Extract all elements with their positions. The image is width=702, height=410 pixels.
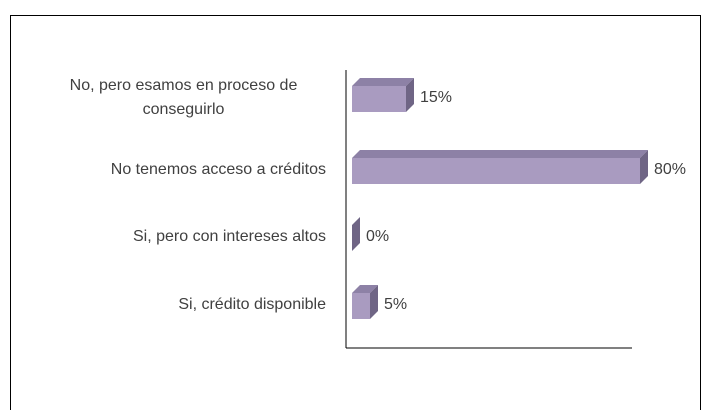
bar-side (370, 285, 378, 319)
chart-border (10, 15, 701, 410)
category-label: Si, pero con intereses altos (36, 197, 326, 277)
bar-side (352, 217, 360, 251)
bar-front (352, 293, 370, 319)
value-label: 0% (366, 228, 390, 245)
bar-side (406, 78, 414, 112)
category-text: Si, pero con intereses altos (133, 228, 326, 245)
bar-side (640, 150, 648, 184)
category-label: No tenemos acceso a créditos (36, 130, 326, 210)
category-text: Si, crédito disponible (178, 296, 326, 313)
value-label: 80% (654, 161, 687, 178)
bar-top (352, 285, 378, 293)
value-label: 15% (420, 89, 453, 106)
bar-front (352, 86, 406, 112)
bar-top (352, 150, 648, 158)
category-label: No, pero esamos en proceso de conseguirl… (36, 58, 326, 138)
category-label: Si, crédito disponible (36, 265, 326, 345)
category-text: No, pero esamos en proceso de conseguirl… (69, 77, 298, 118)
bar-front (352, 158, 640, 184)
category-text: No tenemos acceso a créditos (110, 161, 326, 178)
value-label: 5% (384, 296, 408, 313)
bar-top (352, 78, 414, 86)
